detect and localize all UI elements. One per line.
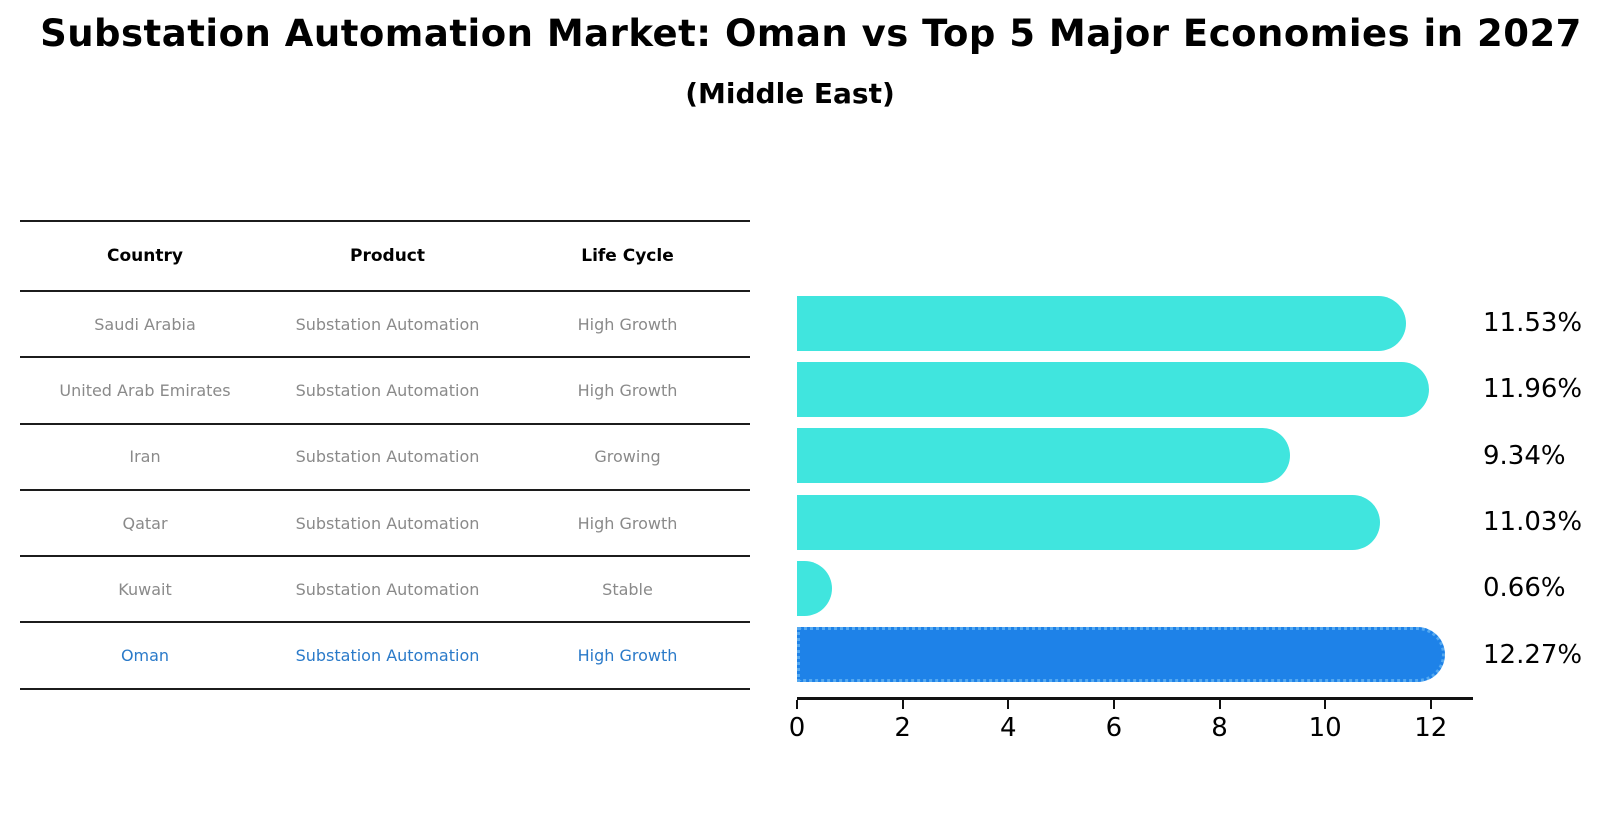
bar	[797, 560, 832, 616]
product-cell: Substation Automation	[295, 314, 480, 334]
bar-value-label: 9.34%	[1483, 440, 1566, 471]
table-body: Saudi Arabia Substation Automation High …	[20, 292, 750, 690]
country-cell: Iran	[129, 447, 161, 467]
column-header-country: Country	[107, 246, 183, 266]
table-header-row: Country Product Life Cycle	[20, 222, 750, 292]
bar-value-label: 0.66%	[1483, 573, 1566, 604]
bar	[797, 627, 1445, 683]
x-axis-tick-label: 8	[1211, 713, 1228, 743]
x-axis-tick-label: 6	[1105, 713, 1123, 743]
page-subtitle: (Middle East)	[685, 77, 895, 110]
country-cell: Qatar	[122, 513, 168, 533]
bar	[797, 295, 1406, 351]
life-cycle-cell: Stable	[602, 579, 653, 599]
x-axis-tick-label: 10	[1308, 713, 1342, 743]
column-header-product: Product	[350, 246, 425, 266]
life-cycle-cell: High Growth	[577, 380, 678, 400]
x-axis-tick-mark	[1429, 700, 1432, 709]
x-axis-tick-label: 2	[894, 713, 911, 743]
page-title: Substation Automation Market: Oman vs To…	[40, 12, 1582, 55]
table-row: United Arab Emirates Substation Automati…	[20, 358, 750, 425]
life-cycle-cell: High Growth	[577, 646, 678, 666]
country-cell: United Arab Emirates	[59, 380, 231, 400]
product-cell: Substation Automation	[295, 646, 480, 666]
bar	[797, 428, 1291, 484]
x-axis-tick-mark	[1218, 700, 1221, 709]
x-axis-tick-mark	[1112, 700, 1115, 709]
life-cycle-cell: High Growth	[577, 513, 678, 533]
x-axis-tick-label: 4	[999, 713, 1017, 743]
x-axis-tick-mark	[1007, 700, 1010, 709]
product-cell: Substation Automation	[295, 447, 480, 467]
bar-value-label: 12.27%	[1483, 639, 1583, 670]
country-cell: Kuwait	[118, 579, 172, 599]
country-cell: Saudi Arabia	[94, 314, 196, 334]
bar-value-label: 11.96%	[1483, 374, 1583, 405]
table-row: Qatar Substation Automation High Growth	[20, 491, 750, 558]
product-cell: Substation Automation	[295, 579, 480, 599]
product-cell: Substation Automation	[295, 513, 480, 533]
country-cell: Oman	[120, 646, 170, 666]
column-header-life-cycle: Life Cycle	[581, 246, 674, 266]
bar-value-label: 11.03%	[1483, 507, 1583, 538]
x-axis-tick-label: 12	[1414, 713, 1448, 743]
product-cell: Substation Automation	[295, 380, 480, 400]
x-axis-line	[797, 697, 1473, 700]
x-axis-tick-mark	[901, 700, 904, 709]
country-table: Country Product Life Cycle Saudi Arabia …	[20, 220, 750, 690]
bar-chart: 11.53% 11.96% 9.34% 11.03% 0.66% 12.27% 0 2 4 6 8 1…	[789, 290, 1582, 750]
table-row: Iran Substation Automation Growing	[20, 425, 750, 491]
x-axis-tick-mark	[796, 700, 798, 709]
bar-value-label: 11.53%	[1483, 308, 1583, 339]
x-axis-tick-mark	[1324, 700, 1327, 709]
table-row: Oman Substation Automation High Growth	[20, 623, 750, 690]
bar	[797, 494, 1380, 550]
bar	[797, 361, 1429, 417]
life-cycle-cell: High Growth	[577, 314, 678, 334]
life-cycle-cell: Growing	[594, 447, 661, 467]
table-row: Kuwait Substation Automation Stable	[20, 557, 750, 624]
x-axis-tick-label: 0	[788, 713, 806, 743]
table-row: Saudi Arabia Substation Automation High …	[20, 292, 750, 359]
